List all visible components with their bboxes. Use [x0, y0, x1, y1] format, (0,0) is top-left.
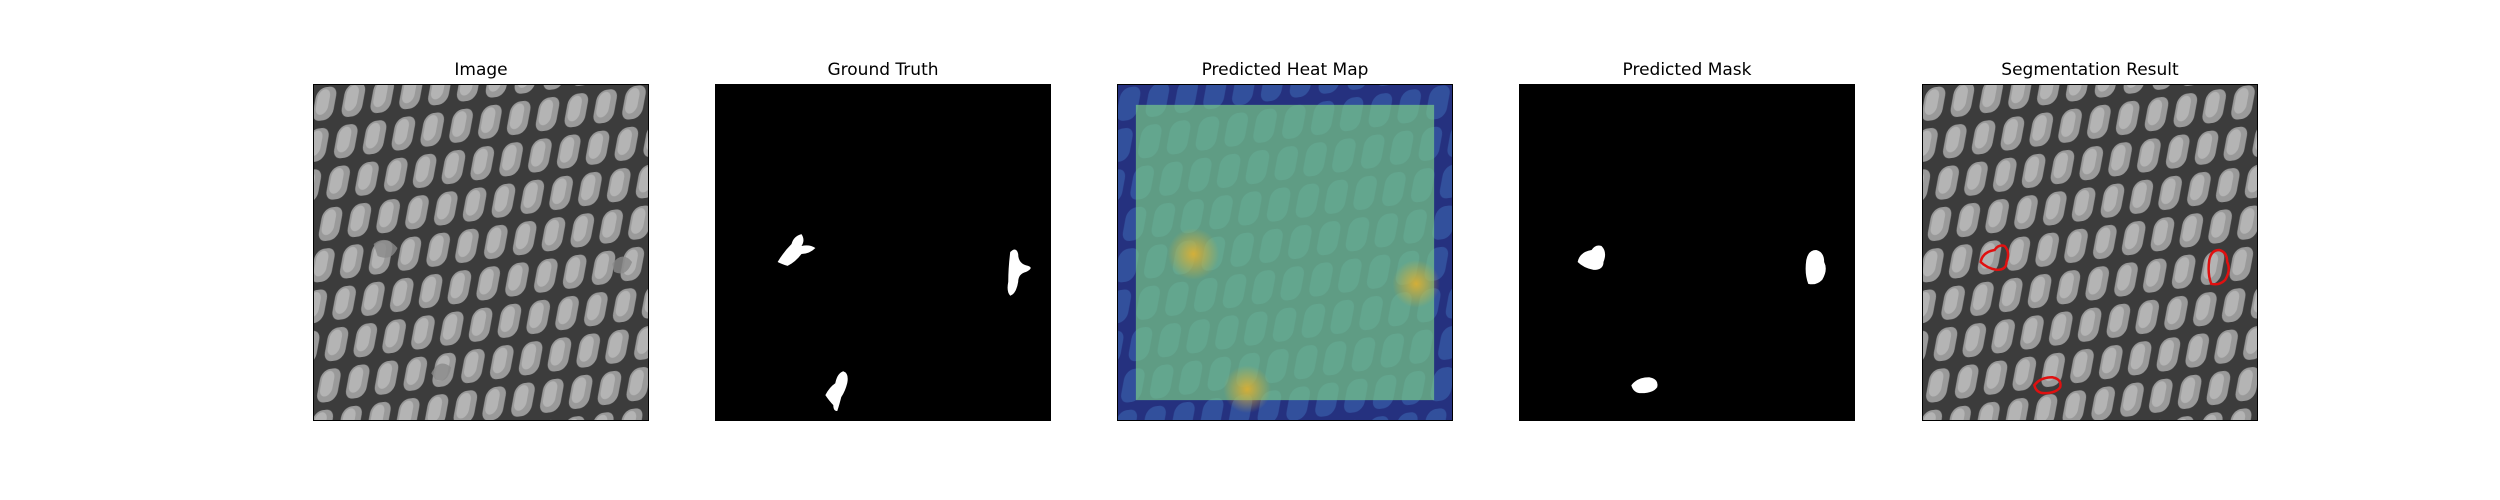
panel-title-ground-truth: Ground Truth: [827, 60, 939, 80]
pred-mask-panel: [1519, 84, 1855, 421]
ground-truth-mask: [716, 85, 1050, 420]
image-panel: [313, 84, 649, 421]
segmentation-result: [1923, 85, 2257, 420]
predicted-mask: [1520, 85, 1854, 420]
panel-title-pred-mask: Predicted Mask: [1622, 60, 1752, 80]
panel-title-image: Image: [454, 60, 508, 80]
heatmap-panel: [1117, 84, 1453, 421]
mesh-texture-image: [314, 85, 648, 420]
panel-title-heatmap: Predicted Heat Map: [1201, 60, 1369, 80]
panel-title-segmentation: Segmentation Result: [2001, 60, 2179, 80]
segmentation-panel: [1922, 84, 2258, 421]
ground-truth-panel: [715, 84, 1051, 421]
heatmap-overlay: [1118, 85, 1452, 420]
